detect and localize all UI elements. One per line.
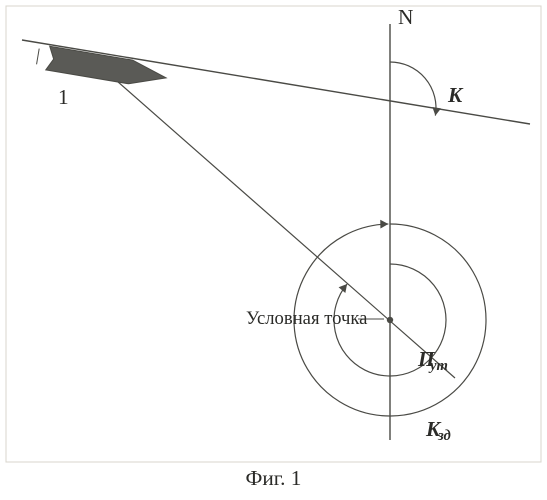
arrow-head bbox=[432, 107, 441, 116]
label-Kzd: Kзд bbox=[425, 417, 451, 444]
label-1: 1 bbox=[58, 85, 69, 109]
aircraft-tail-tick bbox=[37, 49, 40, 65]
label-Put-sub: ут bbox=[428, 358, 448, 374]
bearing-line bbox=[101, 67, 455, 378]
aircraft-icon bbox=[46, 46, 166, 84]
label-K-main: K bbox=[447, 83, 464, 107]
label-cond-point: Условная точка bbox=[246, 308, 368, 329]
arrow-head bbox=[339, 284, 348, 293]
arrow-head bbox=[380, 220, 388, 229]
label-N: N bbox=[398, 5, 413, 29]
reference-point bbox=[387, 317, 393, 323]
heading-line bbox=[22, 40, 530, 124]
label-K: K bbox=[447, 83, 464, 107]
label-Put: Пут bbox=[417, 347, 448, 374]
label-Kzd-sub: зд bbox=[437, 428, 451, 444]
figure-caption: Фиг. 1 bbox=[0, 466, 547, 491]
